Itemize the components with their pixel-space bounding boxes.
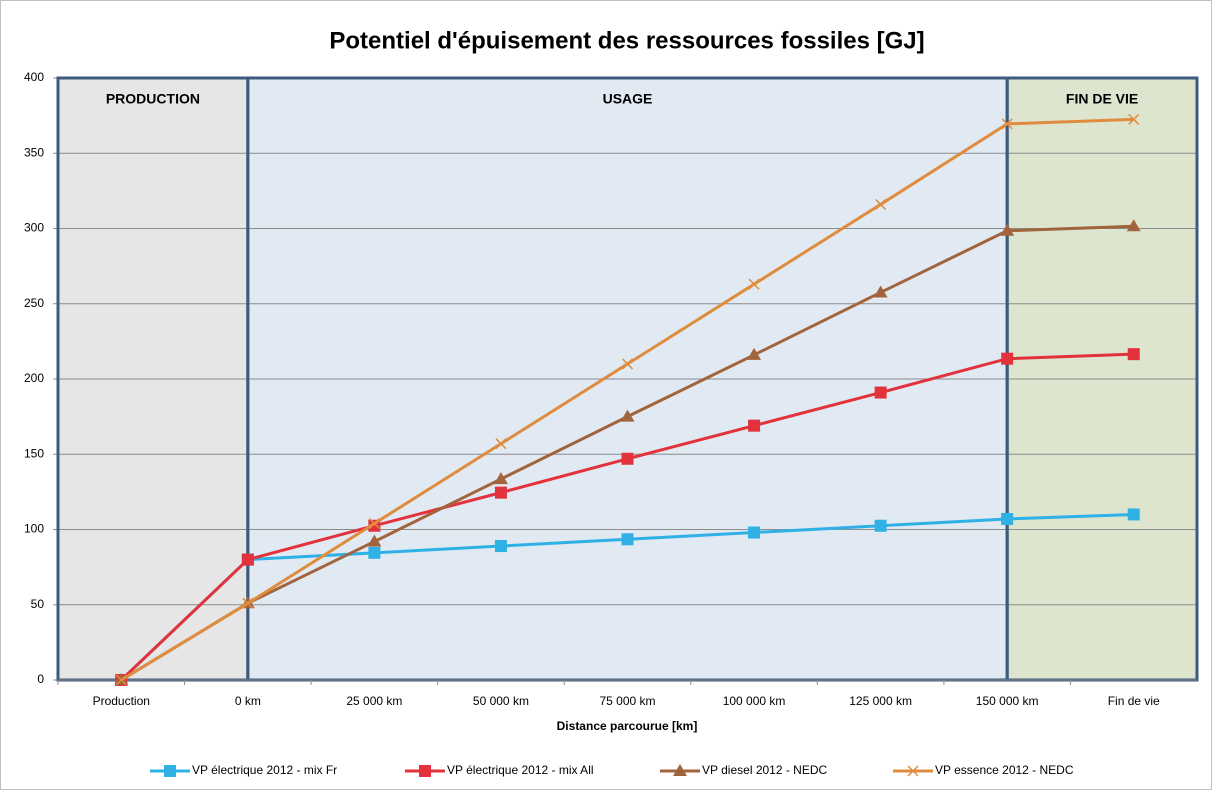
data-point [115,674,127,686]
chart-title: Potentiel d'épuisement des ressources fo… [329,27,924,54]
data-point [493,472,508,485]
data-point [748,278,760,290]
y-tick-label: 300 [24,221,44,235]
data-point [1127,508,1140,521]
y-tick-label: 100 [24,522,44,536]
x-tick-label: Fin de vie [1108,694,1160,708]
data-point [747,347,762,360]
data-point [1001,352,1014,365]
data-point [874,386,887,399]
data-point [1001,118,1013,130]
x-tick-label: 100 000 km [723,694,786,708]
x-axis-label: Distance parcourue [km] [557,719,698,733]
y-tick-label: 250 [24,296,44,310]
x-tick-label: 0 km [235,694,261,708]
legend-marker [673,764,687,776]
data-point [368,546,381,559]
legend-label: VP électrique 2012 - mix Fr [192,763,337,777]
y-tick-label: 150 [24,446,44,460]
data-point [621,452,634,465]
x-tick-label: Production [93,694,150,708]
data-point [1126,219,1141,232]
data-point [1127,348,1140,361]
legend-label: VP électrique 2012 - mix All [447,763,594,777]
data-point [368,517,380,530]
data-point [494,540,507,553]
x-tick-label: 25 000 km [346,694,402,708]
data-point [621,358,634,370]
data-point [620,409,635,422]
legend-marker [419,765,431,777]
legend-label: VP diesel 2012 - NEDC [702,763,828,777]
data-point [1128,113,1140,125]
data-point [873,285,888,298]
data-point [1000,223,1015,236]
legend-marker [164,765,176,777]
data-point [621,533,634,546]
y-tick-label: 350 [24,145,44,159]
x-tick-label: 75 000 km [599,694,655,708]
y-tick-label: 200 [24,371,44,385]
data-point [748,419,761,432]
legend-label: VP essence 2012 - NEDC [935,763,1074,777]
y-tick-label: 0 [37,672,44,686]
data-point [748,526,761,539]
region-label: PRODUCTION [106,91,200,107]
data-point [241,553,254,566]
data-point [242,597,254,609]
data-point [495,438,507,450]
y-tick-label: 400 [24,70,44,84]
data-point [874,519,887,532]
data-point [367,534,382,547]
x-tick-label: 125 000 km [849,694,912,708]
data-point [494,486,507,499]
x-tick-label: 50 000 km [473,694,529,708]
data-point [1001,512,1014,525]
region-label: USAGE [603,91,653,107]
region-label: FIN DE VIE [1066,91,1138,107]
y-tick-label: 50 [31,597,45,611]
x-tick-label: 150 000 km [976,694,1039,708]
legend-marker [907,765,919,777]
data-point [875,198,887,210]
